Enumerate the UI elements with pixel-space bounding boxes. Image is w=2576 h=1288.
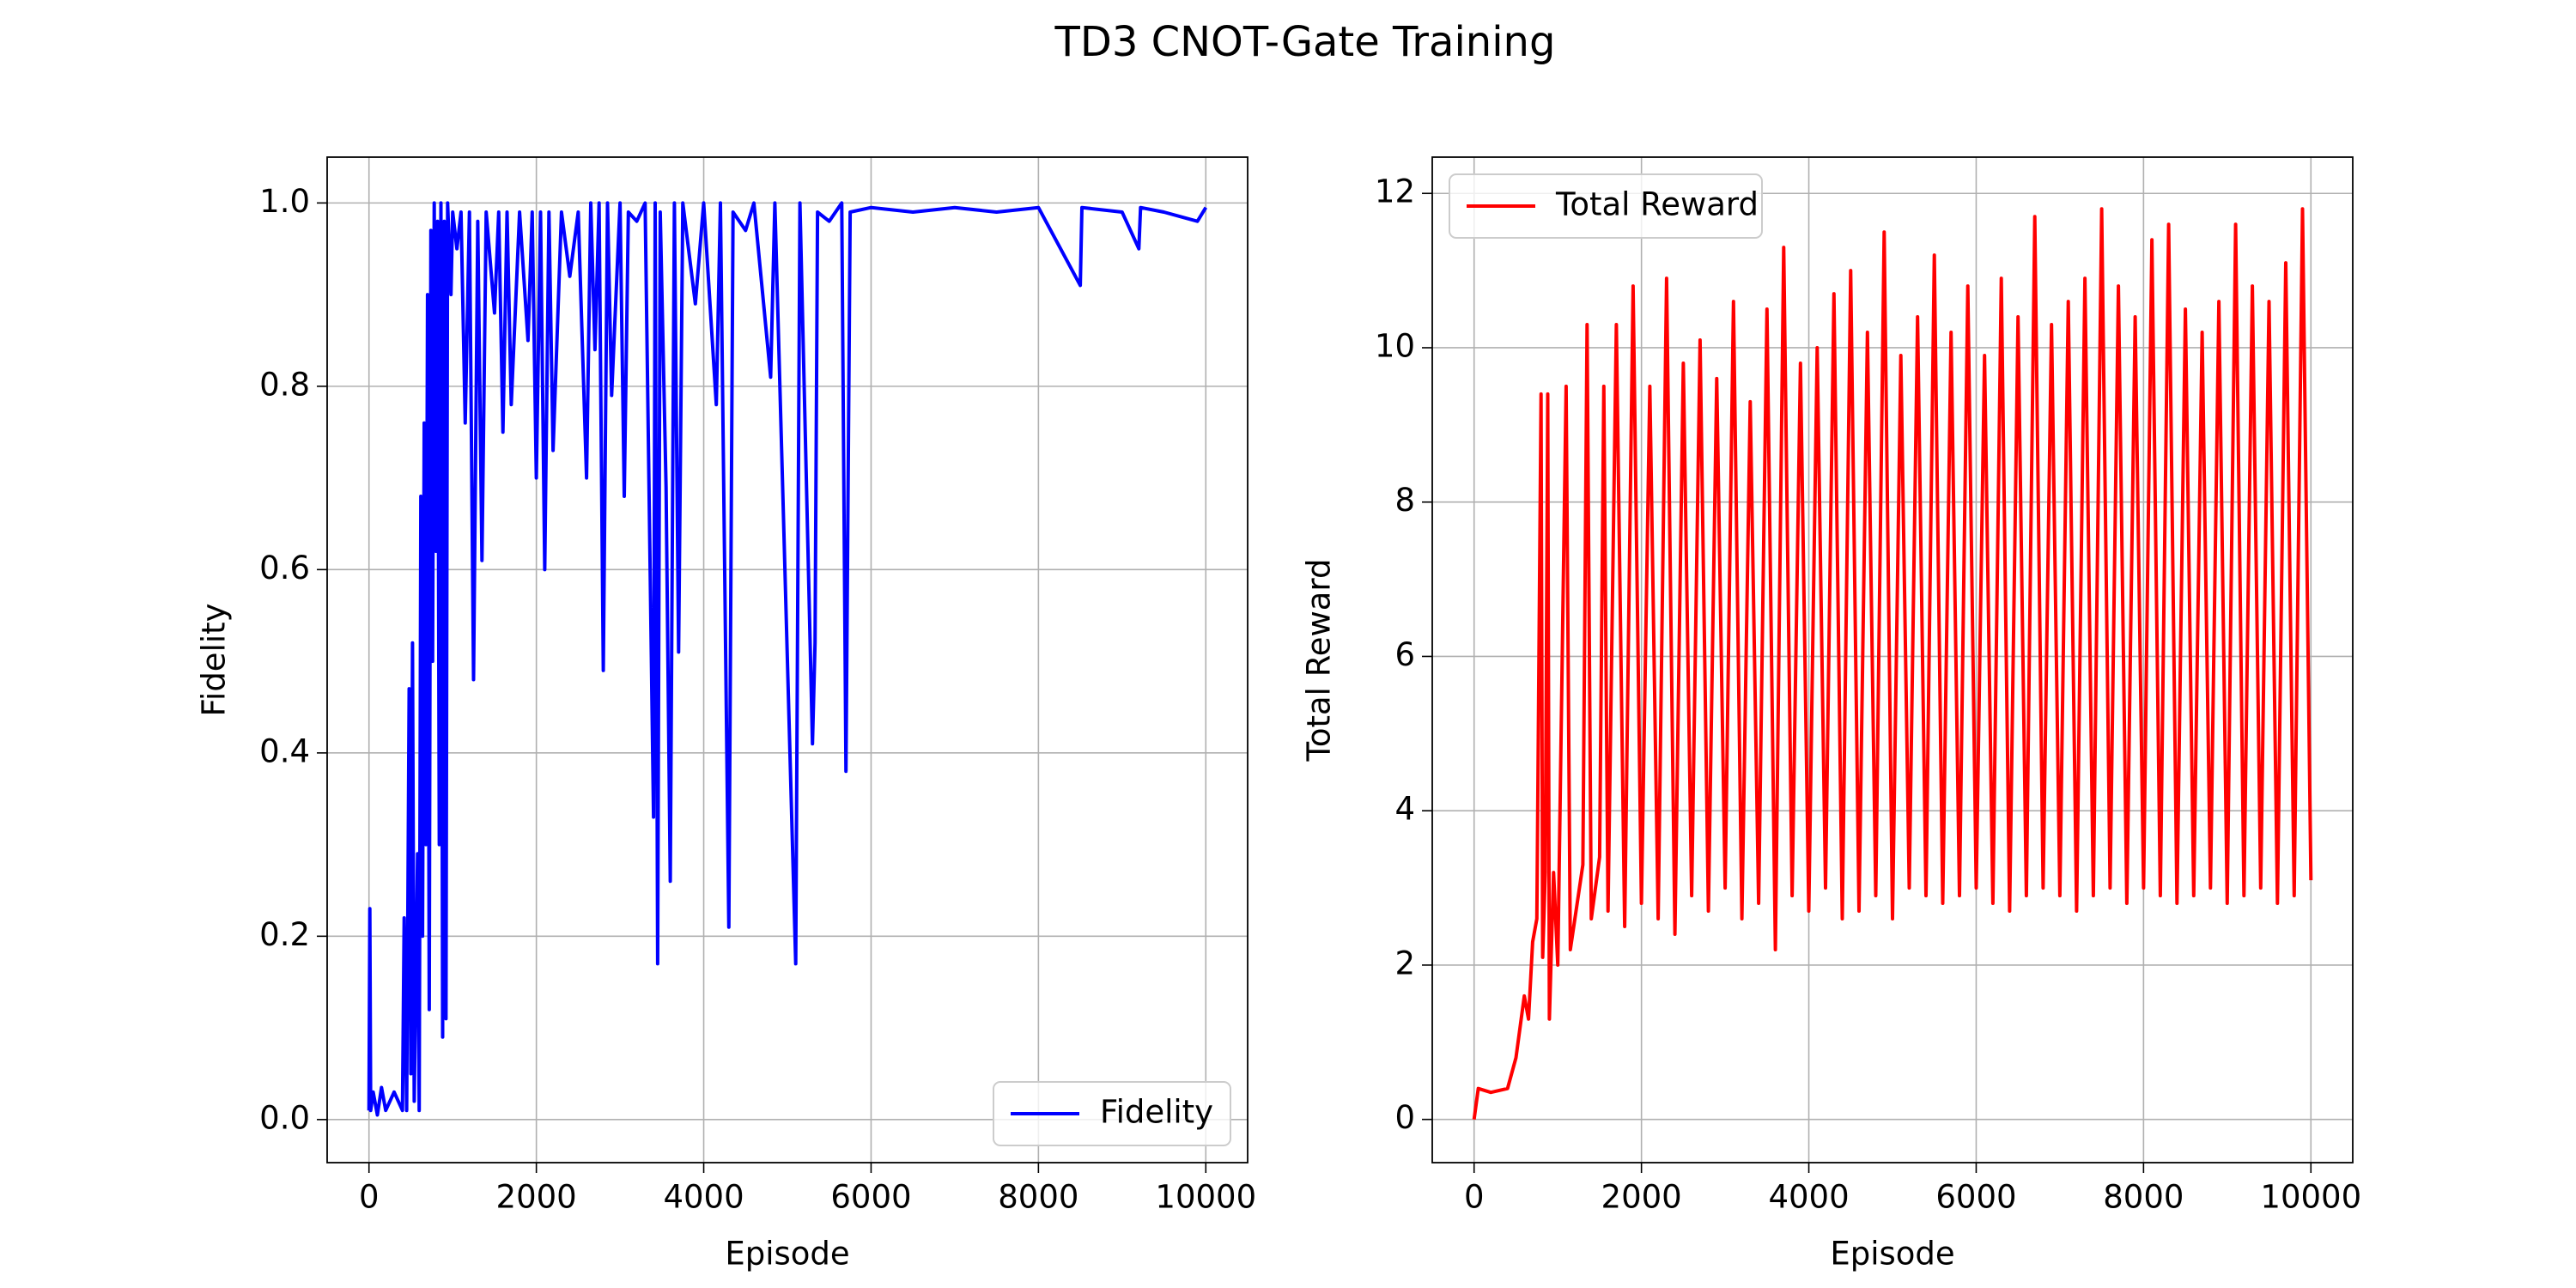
x-tick-label: 2000 [1601, 1179, 1682, 1216]
y-tick-label: 8 [1394, 482, 1415, 519]
legend-label: Total Reward [1555, 186, 1759, 223]
x-tick-label: 10000 [1155, 1179, 1256, 1216]
y-tick-label: 2 [1394, 945, 1415, 981]
legend-box [993, 1081, 1231, 1146]
x-tick-label: 0 [1464, 1179, 1485, 1216]
y-axis-label: Fidelity [196, 603, 233, 716]
x-tick-label: 8000 [2103, 1179, 2184, 1216]
legend-label: Fidelity [1100, 1094, 1213, 1131]
x-tick-label: 4000 [663, 1179, 744, 1216]
x-axis-label: Episode [1830, 1236, 1954, 1273]
y-tick-label: 4 [1394, 791, 1415, 828]
x-tick-label: 2000 [496, 1179, 577, 1216]
x-tick-label: 10000 [2260, 1179, 2361, 1216]
y-tick-label: 6 [1394, 636, 1415, 673]
line [367, 201, 1208, 1117]
x-tick-label: 8000 [998, 1179, 1078, 1216]
y-tick-label: 0.6 [259, 550, 310, 586]
y-tick-label: 10 [1375, 327, 1415, 364]
x-axis-label: Episode [725, 1236, 849, 1273]
y-tick-label: 0 [1394, 1099, 1415, 1136]
y-axis-label: Total Reward [1301, 559, 1338, 762]
axes-frame [1431, 156, 2354, 1163]
y-tick-label: 0.8 [259, 366, 310, 403]
y-tick-label: 0.0 [259, 1099, 310, 1136]
x-tick-label: 0 [359, 1179, 380, 1216]
x-tick-label: 6000 [1935, 1179, 2016, 1216]
y-tick-label: 1.0 [259, 183, 310, 220]
line [1472, 207, 2313, 1120]
x-tick-label: 4000 [1768, 1179, 1849, 1216]
legend-box [1449, 173, 1763, 239]
y-tick-label: 12 [1375, 173, 1415, 210]
y-tick-label: 0.2 [259, 916, 310, 953]
x-tick-label: 6000 [830, 1179, 911, 1216]
axes-frame [326, 156, 1249, 1163]
y-tick-label: 0.4 [259, 732, 310, 769]
figure-title: TD3 CNOT-Gate Training [1054, 18, 1556, 66]
